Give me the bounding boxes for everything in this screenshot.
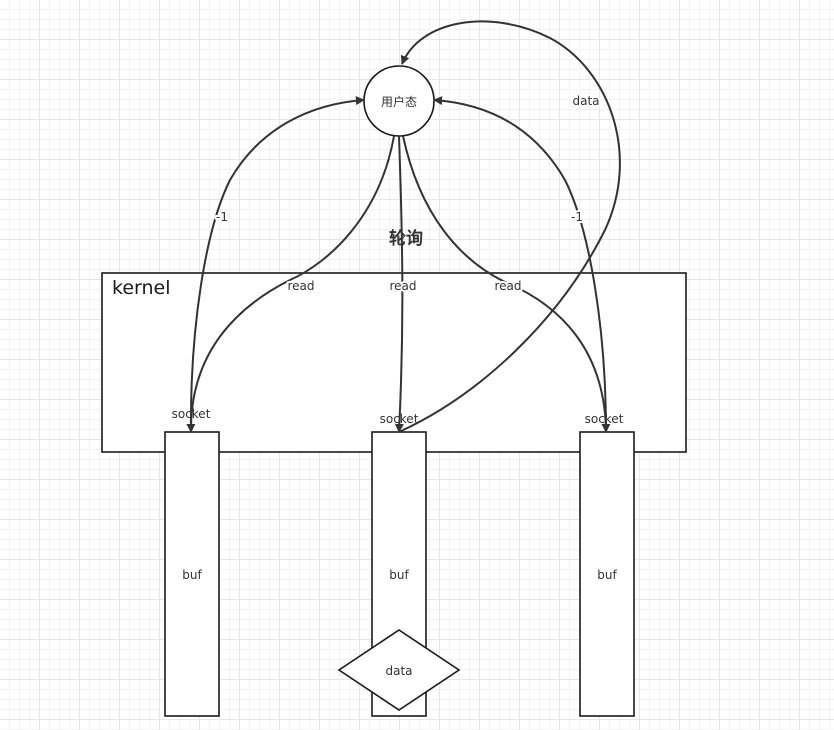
read-edge-left [186,135,395,433]
kernel-label: kernel [112,277,171,299]
socket-middle-label: socket [380,412,419,426]
buf-right-label: buf [597,568,617,582]
data-diamond [337,629,461,711]
data-edge [398,20,621,433]
buf-middle-label: buf [389,568,409,582]
read-label-middle: read [389,279,416,293]
buf-right [579,431,635,717]
read-label-left: read [287,279,314,293]
data-diamond-label: data [385,664,412,678]
data-edge-label: data [572,94,599,108]
polling-label: 轮询 [389,228,423,249]
socket-right-label: socket [585,412,624,426]
return-edge-left [189,96,365,433]
read-edge-right [402,135,611,433]
return-label-right: -1 [571,210,583,224]
return-label-left: -1 [216,210,228,224]
buf-left-label: buf [182,568,202,582]
read-label-right: read [494,279,521,293]
read-edge-middle [394,135,404,433]
return-edge-right [433,96,607,433]
socket-left-label: socket [172,407,211,421]
buf-left [164,431,220,717]
user-state-label: 用户态 [381,94,417,109]
